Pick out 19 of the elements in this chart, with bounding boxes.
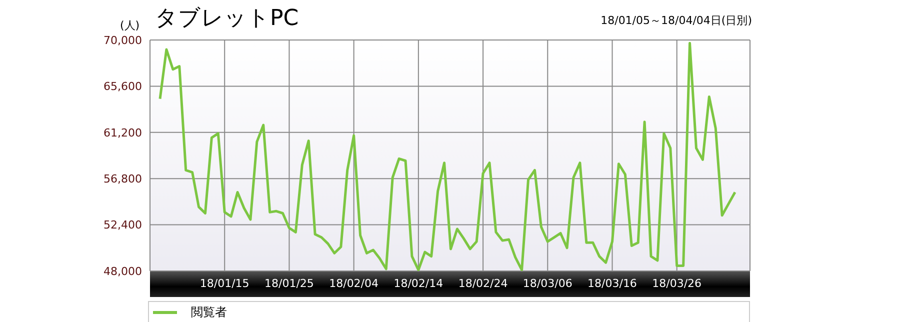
y-tick-label: 65,600	[104, 80, 142, 94]
x-tick-label: 18/03/06	[522, 276, 572, 290]
y-tick-label: 48,000	[104, 264, 142, 278]
x-tick-label: 18/02/24	[458, 276, 508, 290]
y-tick-label: 52,400	[104, 218, 142, 232]
line-series	[158, 42, 736, 271]
x-tick-label: 18/01/25	[264, 276, 314, 290]
x-tick-label: 18/02/14	[394, 276, 444, 290]
x-tick-label: 18/01/15	[200, 276, 250, 290]
y-axis-title: (人)	[120, 18, 140, 33]
x-tick-label: 18/03/26	[652, 276, 702, 290]
chart-title: タブレットPC	[155, 5, 299, 33]
y-tick-label: 70,000	[104, 34, 142, 47]
y-tick-label: 56,800	[104, 172, 142, 186]
chart-subtitle: 18/01/05～18/04/04日(日別)	[600, 13, 752, 28]
legend-label: 閲覧者	[190, 304, 227, 320]
x-tick-label: 18/02/04	[329, 276, 379, 290]
x-tick-label: 18/03/16	[588, 276, 637, 290]
y-tick-label: 61,200	[104, 126, 142, 140]
